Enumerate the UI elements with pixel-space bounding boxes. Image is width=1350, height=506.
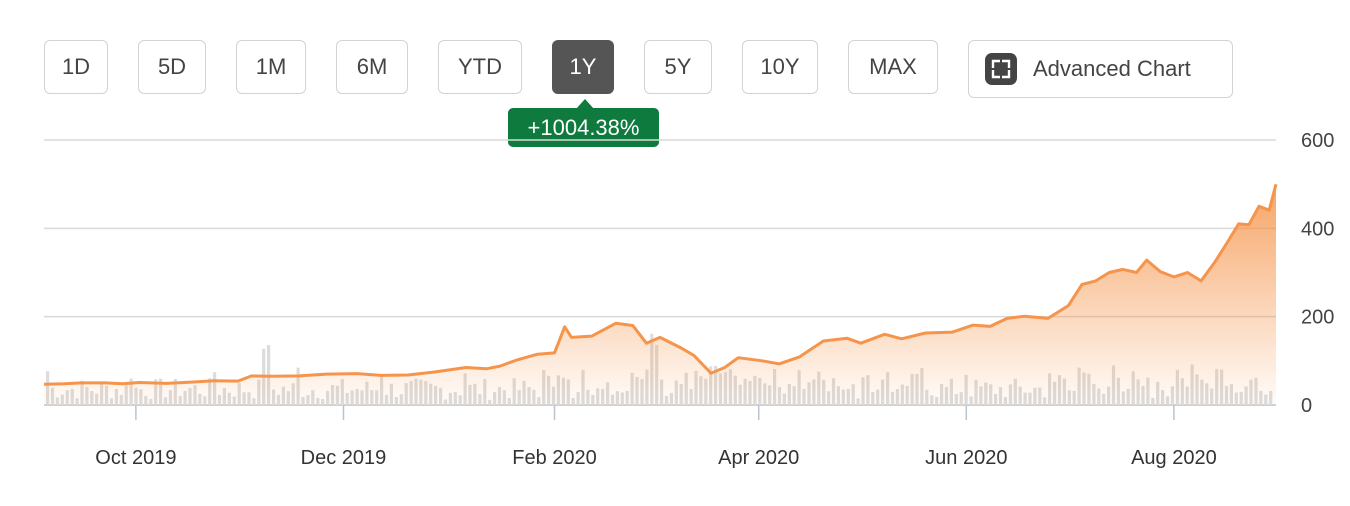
- range-button-1m[interactable]: 1M: [236, 40, 306, 94]
- x-tick-label: Oct 2019: [95, 447, 176, 469]
- x-tick-label: Dec 2019: [301, 447, 387, 469]
- advanced-chart-button[interactable]: Advanced Chart: [968, 40, 1233, 98]
- range-button-6m[interactable]: 6M: [336, 40, 408, 94]
- range-button-5y[interactable]: 5Y: [644, 40, 712, 94]
- badge-pointer: [576, 99, 594, 109]
- range-button-1y[interactable]: 1Y: [552, 40, 614, 94]
- range-selector: 1D 5D 1M 6M YTD 1Y 5Y 10Y MAX Advanced C…: [0, 40, 1350, 98]
- range-button-5d[interactable]: 5D: [138, 40, 206, 94]
- x-tick-label: Aug 2020: [1131, 447, 1217, 469]
- y-tick-label: 400: [1301, 218, 1334, 240]
- x-tick-label: Feb 2020: [512, 447, 597, 469]
- x-tick-label: Jun 2020: [925, 447, 1007, 469]
- range-button-ytd[interactable]: YTD: [438, 40, 522, 94]
- y-tick-label: 200: [1301, 307, 1334, 329]
- price-line: [43, 183, 1278, 386]
- price-area: [44, 184, 1276, 405]
- range-button-1d[interactable]: 1D: [44, 40, 108, 94]
- range-button-max[interactable]: MAX: [848, 40, 938, 94]
- advanced-chart-label: Advanced Chart: [1033, 56, 1191, 81]
- expand-icon: [985, 53, 1017, 85]
- x-tick-label: Apr 2020: [718, 447, 799, 469]
- y-tick-label: 600: [1301, 130, 1334, 152]
- range-button-10y[interactable]: 10Y: [742, 40, 818, 94]
- y-tick-label: 0: [1301, 395, 1312, 417]
